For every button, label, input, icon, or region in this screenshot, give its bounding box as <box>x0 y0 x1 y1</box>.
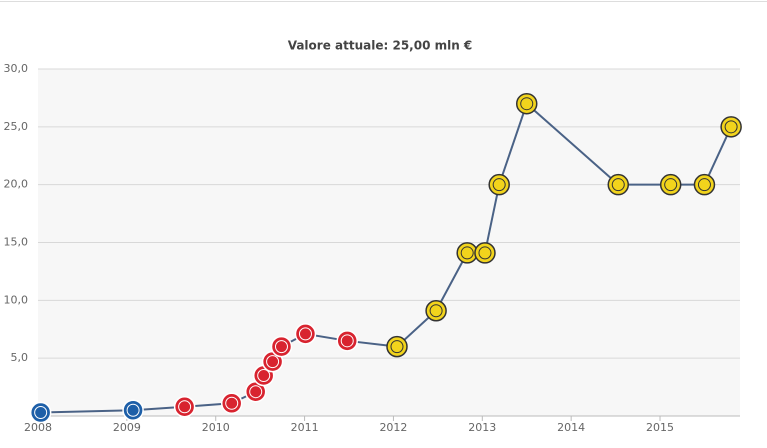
x-tick-label: 2010 <box>202 421 230 434</box>
club-marker <box>693 173 716 196</box>
club-marker-inner <box>266 355 280 369</box>
club-marker <box>173 395 196 418</box>
club-marker-inner <box>34 406 48 420</box>
club-marker <box>659 173 682 196</box>
club-marker <box>456 242 478 264</box>
x-tick-label: 2015 <box>646 421 674 434</box>
y-tick-label: 15,0 <box>4 236 29 249</box>
club-marker-inner <box>664 178 678 192</box>
y-tick-label: 25,0 <box>4 120 29 133</box>
club-marker <box>488 173 510 196</box>
club-marker <box>122 399 144 421</box>
y-tick-label: 30,0 <box>4 62 29 75</box>
club-marker-inner <box>126 403 140 417</box>
club-marker <box>336 330 358 352</box>
y-tick-label: 5,0 <box>11 351 29 364</box>
club-marker-inner <box>492 178 506 192</box>
club-marker-inner <box>697 178 711 192</box>
club-marker <box>474 242 496 264</box>
club-marker <box>425 299 447 322</box>
club-marker-inner <box>429 304 443 318</box>
x-tick-label: 2012 <box>379 421 407 434</box>
x-tick-label: 2011 <box>291 421 319 434</box>
club-marker-inner <box>274 340 288 354</box>
club-marker <box>220 392 243 415</box>
club-marker-inner <box>257 369 271 383</box>
x-tick-label: 2009 <box>113 421 141 434</box>
y-tick-label: 10,0 <box>4 293 29 306</box>
club-marker-inner <box>478 246 492 260</box>
chart-title: Valore attuale: 25,00 mln € <box>288 39 473 53</box>
x-tick-label: 2008 <box>24 421 52 434</box>
club-marker-inner <box>390 340 404 354</box>
club-marker <box>515 92 538 115</box>
club-marker <box>29 401 52 424</box>
club-marker-inner <box>460 246 474 260</box>
club-marker-inner <box>520 97 534 111</box>
club-marker <box>720 116 742 138</box>
club-marker <box>386 335 408 358</box>
club-marker-inner <box>611 178 625 192</box>
y-tick-label: 20,0 <box>4 178 29 191</box>
club-marker-inner <box>724 120 738 134</box>
club-marker <box>294 323 317 345</box>
club-marker-inner <box>178 400 192 414</box>
club-marker <box>270 335 293 358</box>
x-tick-label: 2014 <box>557 421 585 434</box>
x-tick-label: 2013 <box>468 421 496 434</box>
club-marker-inner <box>225 396 239 410</box>
club-marker-inner <box>298 327 312 341</box>
club-marker-inner <box>340 334 354 348</box>
club-marker-inner <box>249 385 263 399</box>
club-marker <box>607 173 630 196</box>
